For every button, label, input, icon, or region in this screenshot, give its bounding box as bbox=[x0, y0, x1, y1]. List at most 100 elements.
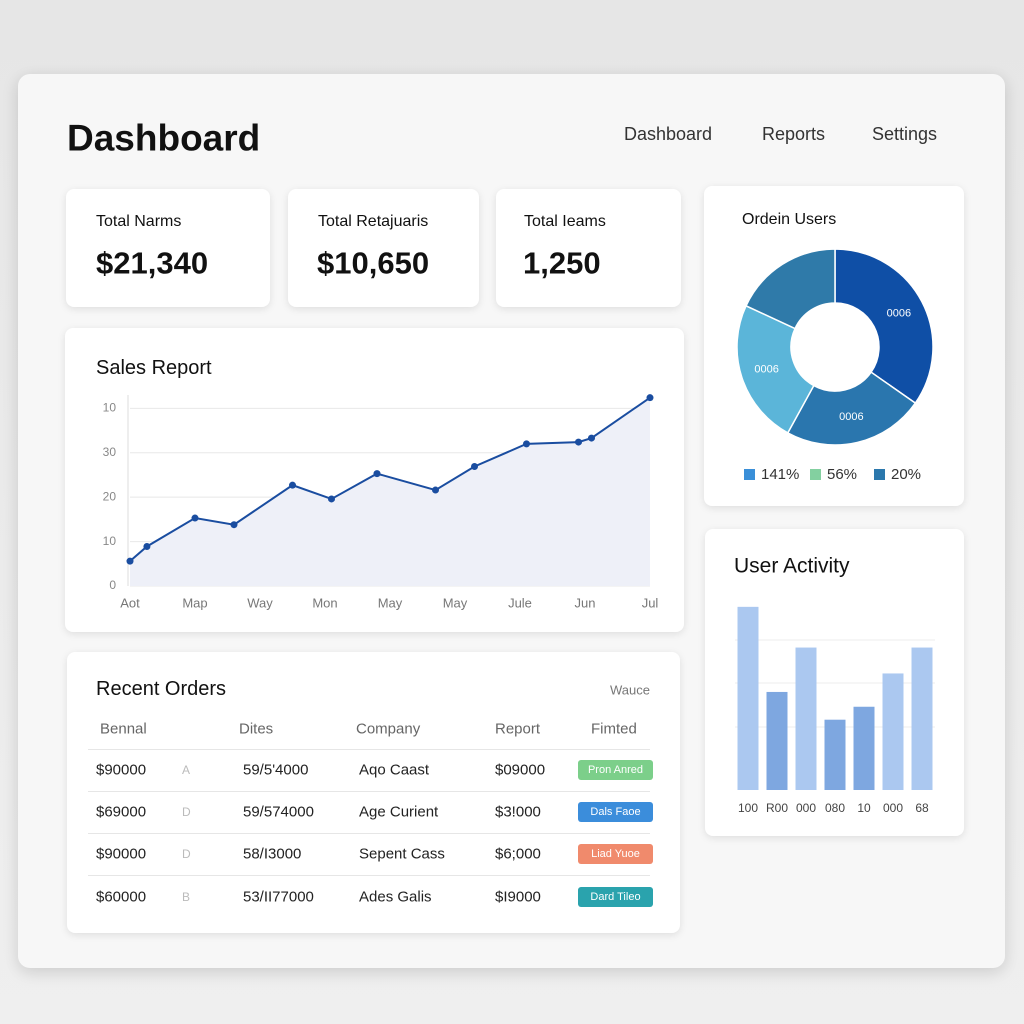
stat-value: $10,650 bbox=[317, 245, 430, 281]
x-tick-label: 68 bbox=[915, 801, 929, 815]
column-header: Fimted bbox=[591, 720, 637, 738]
table-cell: $69000 bbox=[96, 803, 147, 821]
table-cell: 58/I3000 bbox=[243, 845, 302, 863]
slice-label: 0006 bbox=[754, 363, 778, 375]
row-divider bbox=[88, 875, 650, 876]
table-cell: D bbox=[182, 847, 191, 861]
stat-label: Total Retajuaris bbox=[318, 213, 429, 230]
y-tick-label: 10 bbox=[103, 534, 117, 548]
table-cell: $6;000 bbox=[495, 845, 541, 863]
x-tick-label: Jule bbox=[508, 595, 532, 610]
table-note: Wauce bbox=[610, 682, 650, 698]
column-header: Bennal bbox=[100, 720, 147, 738]
x-tick-label: May bbox=[378, 595, 403, 610]
line-point bbox=[523, 440, 530, 448]
stat-card bbox=[66, 189, 270, 307]
table-cell: D bbox=[182, 805, 191, 819]
legend-label: 56% bbox=[827, 466, 857, 483]
bar bbox=[737, 606, 759, 790]
stat-label: Total Narms bbox=[96, 213, 182, 230]
pie-slice bbox=[834, 248, 934, 405]
status-badge: Liad Yuoe bbox=[578, 844, 653, 864]
bar bbox=[882, 673, 904, 790]
table-cell: $I9000 bbox=[495, 888, 541, 906]
bar bbox=[795, 647, 817, 790]
line-area bbox=[130, 397, 650, 586]
nav-link[interactable]: Settings bbox=[872, 124, 938, 144]
y-tick-label: 10 bbox=[103, 400, 117, 414]
x-tick-label: Mon bbox=[312, 595, 337, 610]
x-tick-label: 000 bbox=[883, 801, 903, 815]
pie-slice bbox=[786, 371, 917, 446]
x-tick-label: 100 bbox=[738, 801, 758, 815]
stat-card bbox=[288, 189, 479, 307]
y-tick-label: 30 bbox=[103, 445, 117, 459]
line-point bbox=[289, 481, 296, 489]
x-tick-label: 10 bbox=[857, 801, 871, 815]
table-cell: Aqo Caast bbox=[359, 761, 430, 779]
status-badge: Pron Anred bbox=[578, 760, 653, 780]
line-point bbox=[373, 470, 381, 478]
table-cell: $90000 bbox=[96, 845, 147, 863]
line-point bbox=[646, 394, 654, 402]
line-point bbox=[230, 521, 238, 529]
y-tick-label: 20 bbox=[103, 489, 117, 503]
pie-slice bbox=[736, 304, 815, 434]
nav-link[interactable]: Dashboard bbox=[624, 124, 713, 144]
stat-card bbox=[496, 189, 681, 307]
table-cell: 59/5'4000 bbox=[243, 761, 309, 779]
line-point bbox=[471, 463, 478, 471]
table-cell: B bbox=[182, 890, 191, 904]
legend-swatch bbox=[810, 469, 821, 480]
legend-swatch bbox=[874, 469, 885, 480]
status-badge: Dard Tileo bbox=[578, 887, 653, 907]
table-cell: 53/II77000 bbox=[243, 888, 314, 906]
line-point bbox=[143, 542, 151, 550]
legend-swatch bbox=[744, 469, 755, 480]
bar bbox=[766, 691, 788, 790]
stat-value: $21,340 bbox=[96, 245, 209, 281]
x-tick-label: Aot bbox=[120, 595, 140, 610]
x-tick-label: 080 bbox=[825, 801, 845, 815]
bar bbox=[911, 647, 933, 790]
legend-label: 20% bbox=[891, 466, 921, 483]
x-tick-label: Way bbox=[247, 595, 273, 610]
bar bbox=[853, 706, 875, 790]
table-cell: 59/574000 bbox=[243, 803, 314, 821]
line-point bbox=[126, 557, 134, 565]
table-cell: Ades Galis bbox=[359, 888, 432, 906]
line-point bbox=[191, 514, 199, 522]
table-card bbox=[67, 652, 680, 933]
table-cell: $3!000 bbox=[495, 803, 541, 821]
table-title: Recent Orders bbox=[96, 678, 227, 700]
row-divider bbox=[88, 749, 650, 750]
x-tick-label: Map bbox=[182, 595, 207, 610]
slice-label: 0006 bbox=[887, 308, 911, 320]
line-point bbox=[588, 434, 595, 442]
stat-label: Total Ieams bbox=[524, 213, 606, 230]
column-header: Company bbox=[356, 720, 421, 738]
row-divider bbox=[88, 791, 650, 792]
x-tick-label: R00 bbox=[766, 801, 788, 815]
line-point bbox=[328, 495, 335, 503]
x-tick-label: May bbox=[443, 595, 468, 610]
x-tick-label: 000 bbox=[796, 801, 816, 815]
line-point bbox=[432, 486, 439, 494]
chart-title: User Activity bbox=[734, 554, 850, 578]
table-cell: A bbox=[182, 763, 191, 777]
column-header: Report bbox=[495, 720, 541, 738]
chart-title: Sales Report bbox=[96, 357, 212, 379]
line-point bbox=[575, 438, 582, 446]
status-badge: Dals Faoe bbox=[578, 802, 653, 822]
pie-slice bbox=[745, 248, 836, 330]
nav-link[interactable]: Reports bbox=[762, 124, 826, 144]
slice-label: 0006 bbox=[839, 411, 863, 423]
x-tick-label: Jul bbox=[642, 595, 659, 610]
table-cell: Age Curient bbox=[359, 803, 439, 821]
stat-value: 1,250 bbox=[523, 245, 601, 281]
table-cell: $60000 bbox=[96, 888, 147, 906]
y-tick-label: 0 bbox=[109, 578, 116, 592]
table-cell: $09000 bbox=[495, 761, 546, 779]
